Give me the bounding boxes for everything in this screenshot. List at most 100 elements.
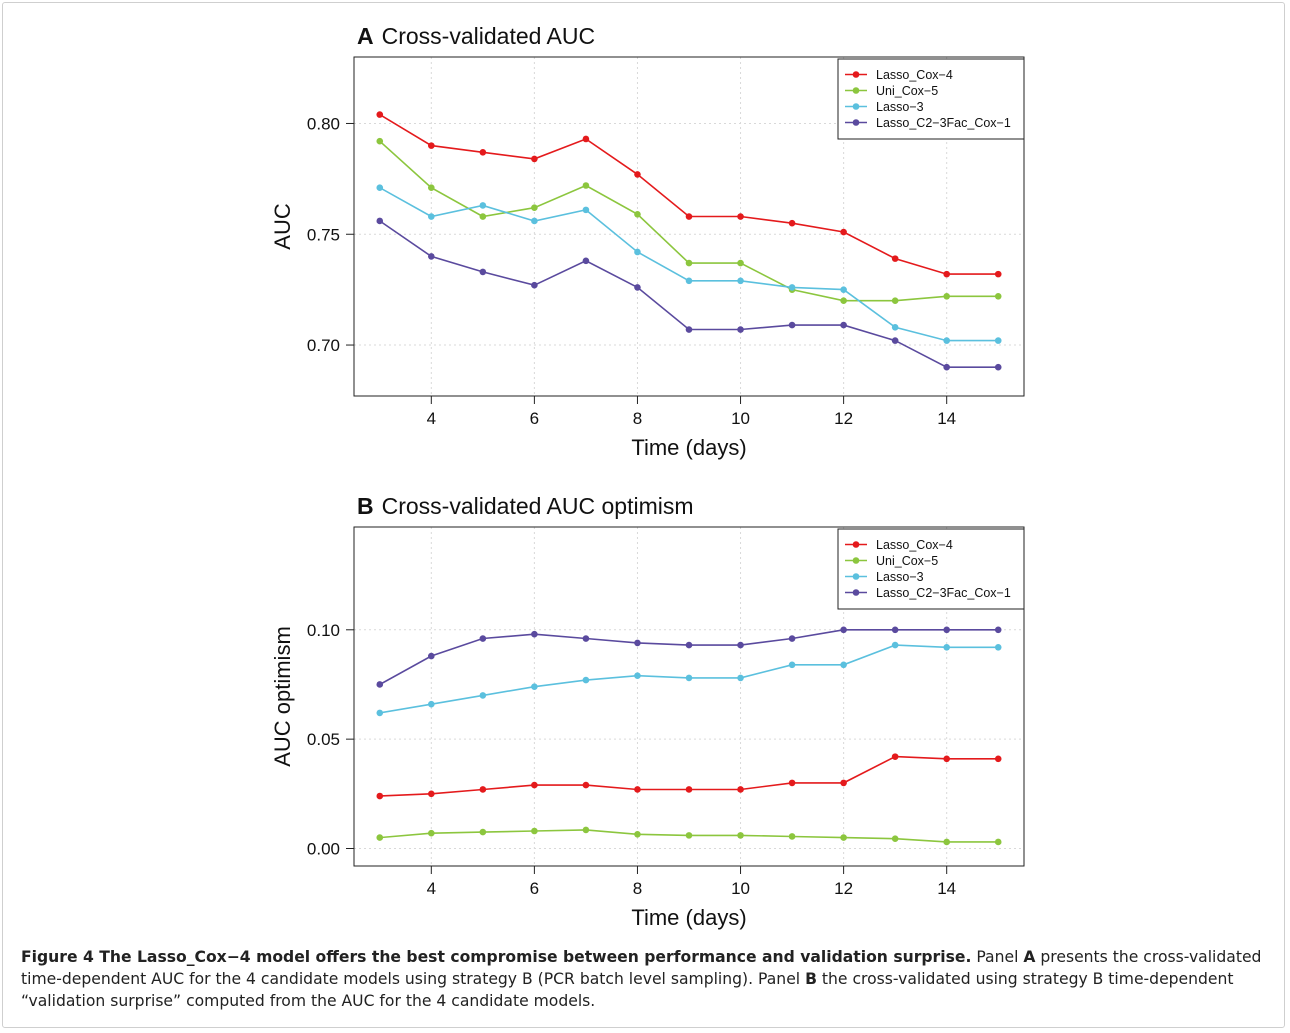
chart-0-series-0-point-8 <box>788 219 796 227</box>
chart-1-series-0 <box>376 753 1002 800</box>
chart-1-series-1-point-12 <box>994 838 1002 846</box>
chart-1-series-2 <box>376 641 1002 717</box>
caption-bold-a: A <box>1023 948 1036 966</box>
chart-1-series-1-point-0 <box>376 834 384 841</box>
chart-1-series-1-point-2 <box>479 828 487 836</box>
chart-1-series-3-point-2 <box>479 635 487 642</box>
chart-1-legend-box <box>837 528 1025 610</box>
caption-bold-b: B <box>805 970 817 988</box>
chart-0-series-3-point-5 <box>634 284 641 291</box>
chart-1-series-0-point-1 <box>428 790 435 798</box>
chart-1-series-1-point-11 <box>943 838 950 846</box>
chart-1-ytick-label-1: 0.05 <box>307 730 340 749</box>
chart-1-series-1-point-3 <box>531 827 538 835</box>
chart-0-series-3-point-1 <box>428 253 435 260</box>
chart-1-xtick-label-3: 10 <box>731 879 750 898</box>
chart-0-series-1-point-5 <box>634 211 641 218</box>
chart-0-series-0-point-11 <box>943 270 950 278</box>
chart-1-plot-area <box>353 526 1025 867</box>
chart-1-series-3-point-7 <box>737 641 744 649</box>
chart-0-series-3 <box>376 217 1002 371</box>
chart-0-series-1-point-7 <box>737 259 744 267</box>
chart-0-series-2-point-4 <box>582 206 590 214</box>
chart-0-series-3-point-10 <box>891 337 899 344</box>
chart-0-series-2-point-6 <box>685 277 693 285</box>
chart-1-series-0-point-4 <box>582 781 590 789</box>
chart-1-series-1-point-5 <box>634 830 641 838</box>
chart-1-series-0-point-7 <box>737 786 744 793</box>
chart-1-series-2-point-6 <box>685 674 693 682</box>
chart-0-series-0-point-12 <box>994 270 1002 278</box>
chart-0-series-0 <box>376 111 1002 278</box>
chart-0-xtick-label-1: 6 <box>530 409 539 428</box>
chart-1-legend-marker-3 <box>852 589 860 596</box>
chart-0-legend-label-3: Lasso_C2−3Fac_Cox−1 <box>876 116 1011 130</box>
chart-0-series-1-point-4 <box>582 182 590 189</box>
chart-0-series-1-point-10 <box>891 297 899 305</box>
chart-0-series-3-point-3 <box>531 281 538 289</box>
chart-0-series-0-point-6 <box>685 213 693 220</box>
chart-1-xtick-label-2: 8 <box>633 879 642 898</box>
chart-0-xtick-label-4: 12 <box>834 409 853 428</box>
chart-1-series-0-point-9 <box>840 779 847 787</box>
chart-1-series-3-point-1 <box>428 652 435 660</box>
chart-0-plot-area <box>353 56 1025 397</box>
chart-0-series-2-point-9 <box>840 286 847 293</box>
chart-0-legend-label-2: Lasso−3 <box>876 100 924 114</box>
chart-0-xtick-label-2: 8 <box>633 409 642 428</box>
chart-1-xtick-label-0: 4 <box>427 879 436 898</box>
chart-0-legend-marker-1 <box>852 87 860 94</box>
chart-1-series-0-point-0 <box>376 792 384 800</box>
chart-0-series-2-point-11 <box>943 337 950 344</box>
figure-caption: Figure 4 The Lasso_Cox−4 model offers th… <box>21 946 1271 1012</box>
chart-1-series-3-point-4 <box>582 635 590 642</box>
chart-1-series-0-point-2 <box>479 786 487 793</box>
chart-1-series-2-point-8 <box>788 661 796 669</box>
chart-0-legend-marker-3 <box>852 119 860 126</box>
chart-1-xlabel: Time (days) <box>631 905 746 930</box>
chart-0-series-0-point-5 <box>634 171 641 178</box>
chart-1-ytick-label-0: 0.00 <box>307 840 340 859</box>
chart-0-legend-marker-2 <box>852 103 860 110</box>
chart-1-series-3 <box>376 626 1002 688</box>
chart-0-series-3-point-2 <box>479 268 487 276</box>
chart-0-series-2-point-5 <box>634 248 641 256</box>
chart-0-ytick-label-0: 0.70 <box>307 336 340 355</box>
chart-0-series-2-point-12 <box>994 337 1002 344</box>
chart-0-ylabel: AUC <box>270 203 295 250</box>
chart-1-series-1-point-4 <box>582 826 590 834</box>
chart-0-series-1-point-0 <box>376 137 384 145</box>
panel-a-title: A Cross-validated AUC <box>357 23 595 50</box>
chart-0-series-0-point-4 <box>582 135 590 143</box>
chart-0-series-3-point-11 <box>943 363 950 371</box>
chart-1-series-1-point-6 <box>685 832 693 839</box>
chart-1-series-1-point-9 <box>840 834 847 841</box>
chart-0-series-0-point-1 <box>428 142 435 149</box>
chart-1-series-3-point-9 <box>840 626 847 634</box>
chart-0-legend-box <box>837 58 1025 140</box>
chart-1-series-2-point-2 <box>479 692 487 699</box>
caption-text-3: the cross-validated using strategy B tim… <box>21 970 1234 1010</box>
chart-0-series-1-point-3 <box>531 204 538 211</box>
chart-1-series-1-point-10 <box>891 835 899 842</box>
chart-1-legend-label-3: Lasso_C2−3Fac_Cox−1 <box>876 586 1011 600</box>
chart-1-series-2-point-4 <box>582 676 590 684</box>
chart-0-series-1-point-9 <box>840 297 847 305</box>
chart-1-series-0-point-10 <box>891 753 899 760</box>
chart-1-xtick-label-5: 14 <box>937 879 956 898</box>
chart-1-legend-label-1: Uni_Cox−5 <box>876 554 938 568</box>
chart-0-legend-label-0: Lasso_Cox−4 <box>876 68 953 82</box>
panel-b-title-text: Cross-validated AUC optimism <box>381 493 694 519</box>
chart-0-series-2-point-0 <box>376 184 384 192</box>
chart-1-series-2-point-5 <box>634 672 641 680</box>
chart-0-legend-marker-0 <box>852 71 860 78</box>
chart-1-legend-marker-1 <box>852 557 860 564</box>
chart-1-legend-marker-0 <box>852 541 860 548</box>
chart-panel-b: 4 6 8 10 12 14 0.00 0.05 0.10 Time (days) AUC opti… <box>270 526 1025 930</box>
chart-1-series-3-point-5 <box>634 639 641 647</box>
chart-1-series-2-point-0 <box>376 709 384 717</box>
chart-0-series-1-point-6 <box>685 259 693 267</box>
chart-0-series-3-point-6 <box>685 326 693 333</box>
chart-0-series-0-point-9 <box>840 228 847 236</box>
chart-1-series-2-point-9 <box>840 661 847 669</box>
